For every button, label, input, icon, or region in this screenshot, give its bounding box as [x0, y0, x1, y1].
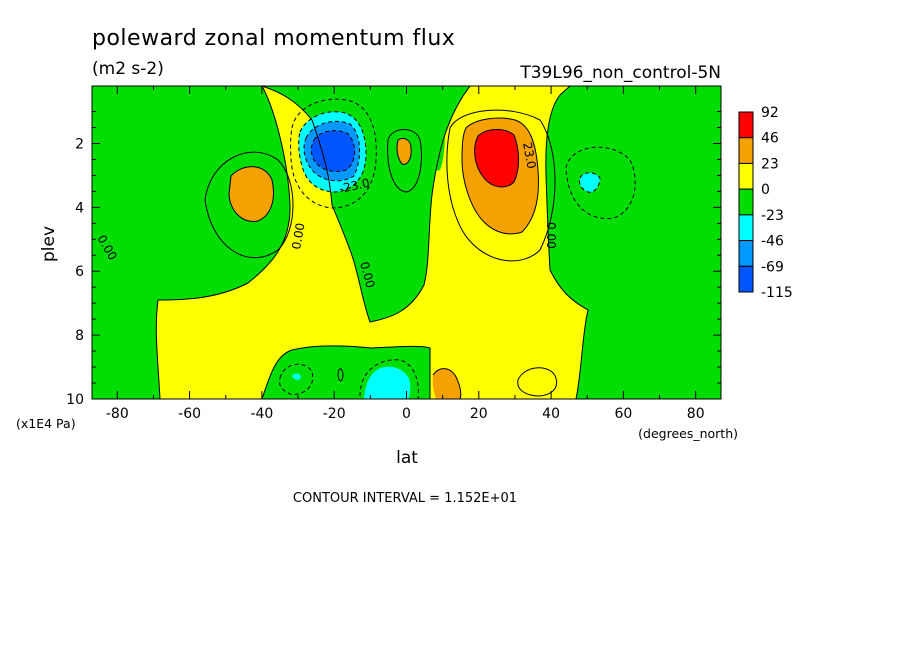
x-axis-label: lat — [396, 448, 418, 468]
colorbar-label: 0 — [761, 182, 770, 198]
x-tick-label: -40 — [250, 406, 273, 422]
y-tick-label: 8 — [75, 328, 84, 344]
contour-label: 23.0 — [520, 141, 538, 170]
x-tick-label: -20 — [323, 406, 346, 422]
fill-orange-equator — [397, 138, 412, 165]
negative-contours — [279, 98, 636, 399]
fill-green-center — [262, 86, 470, 322]
x-tick-label: -80 — [106, 406, 129, 422]
colorbar-swatch — [738, 162, 754, 190]
chart-title: poleward zonal momentum flux — [92, 26, 455, 51]
axes — [92, 86, 721, 400]
colorbar-label: 23 — [761, 156, 779, 172]
x-tick-label: -60 — [178, 406, 201, 422]
colorbar-label: -46 — [761, 234, 784, 250]
x-tick-label: 80 — [687, 406, 705, 422]
colorbar-swatch — [738, 111, 754, 139]
fill-orange-south — [229, 166, 274, 222]
y-tick-label: 6 — [75, 264, 84, 280]
colorbar-swatch — [738, 240, 754, 267]
fill-green-east — [545, 86, 721, 399]
fill-blue-core — [311, 130, 355, 172]
x-units-label: (degrees_north) — [638, 426, 738, 441]
fill-green-strip — [430, 119, 445, 171]
colorbar-swatch — [738, 214, 754, 242]
fill-red-north — [474, 129, 519, 187]
x-tick-label: 40 — [542, 406, 560, 422]
contour-label: 0.00 — [289, 222, 307, 251]
colorbar-label: 46 — [761, 131, 779, 147]
fill-green-dot — [397, 237, 418, 245]
y-axis-label: plev — [39, 226, 59, 262]
x-tick-label: 60 — [614, 406, 632, 422]
colorbar-label: -115 — [761, 285, 793, 301]
y-tick-label: 4 — [75, 200, 84, 216]
fill-cyan-north — [579, 172, 600, 193]
y-tick-label: 10 — [66, 392, 84, 408]
x-tick-label: 20 — [470, 406, 488, 422]
colorbar-label: -69 — [761, 259, 784, 275]
colorbar-swatch — [738, 188, 754, 216]
fill-orange-bottom — [432, 368, 461, 399]
y-units-label: (x1E4 Pa) — [16, 416, 76, 431]
contour-label: 0.00 — [357, 260, 377, 289]
experiment-label: T39L96_non_control-5N — [519, 63, 721, 83]
colorbar-legend: 92 46 23 0 -23 -46 -69 -115 — [738, 105, 793, 301]
y-tick-labels: 2 4 6 8 10 — [66, 136, 84, 408]
contour-lines — [155, 86, 589, 399]
units-label: (m2 s-2) — [92, 59, 164, 79]
fill-cyan-small — [292, 373, 301, 380]
colorbar-label: -23 — [761, 208, 784, 224]
contour-interval-label: CONTOUR INTERVAL = 1.152E+01 — [293, 491, 517, 506]
colorbar-swatch — [738, 265, 754, 293]
contour-label: -23.0 — [338, 176, 371, 196]
filled-contours — [92, 86, 721, 399]
fill-cyan-bottom — [364, 366, 411, 399]
fill-green-west — [92, 86, 291, 399]
colorbar-label: 92 — [761, 105, 779, 121]
x-tick-label: 0 — [402, 406, 411, 422]
contour-label: 0.00 — [544, 222, 558, 249]
colorbar-swatch — [738, 137, 754, 164]
y-tick-label: 2 — [75, 136, 84, 152]
x-tick-labels: -80 -60 -40 -20 0 20 40 60 80 — [106, 406, 705, 422]
